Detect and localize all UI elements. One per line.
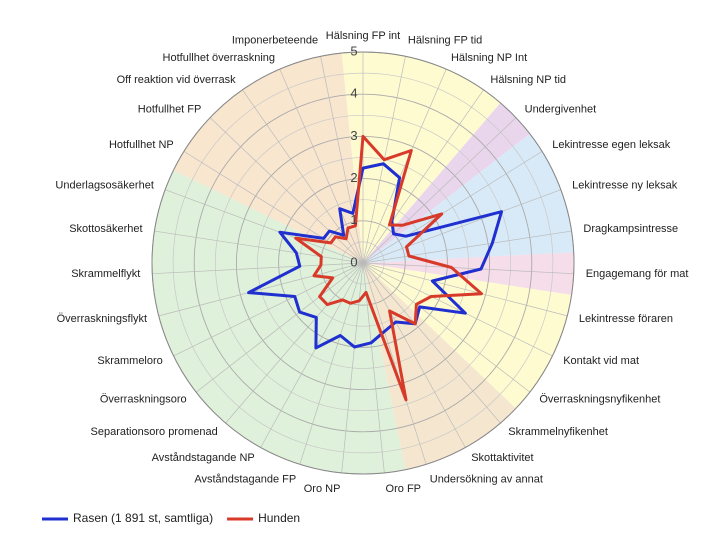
outer-ring <box>151 51 575 475</box>
category-label: Skrammelflykt <box>71 268 140 280</box>
category-label: Överraskningsflykt <box>57 313 147 325</box>
series <box>247 134 503 402</box>
spoke <box>299 262 364 465</box>
category-label: Dragkampsintresse <box>583 223 678 235</box>
spoke <box>362 262 568 317</box>
category-label: Hälsning NP tid <box>490 74 566 86</box>
category-label: Hotfullhet FP <box>138 103 202 115</box>
category-label: Lekintresse egen leksak <box>552 139 671 151</box>
spoke <box>362 262 574 275</box>
sector <box>173 53 363 263</box>
spoke <box>362 230 572 264</box>
category-label: Oro NP <box>304 483 341 495</box>
category-label: Undergivenhet <box>525 103 597 115</box>
sector <box>152 170 406 474</box>
category-label: Kontakt vid mat <box>563 355 639 367</box>
spoke <box>362 262 531 393</box>
sector <box>341 52 501 264</box>
spoke <box>225 262 364 424</box>
spoke <box>362 262 501 424</box>
spoke <box>362 117 517 264</box>
sector <box>363 133 574 263</box>
category-label: Off reaktion vid överrask <box>117 74 237 86</box>
spoke <box>341 262 364 473</box>
category-label: Skrammelnyfikenhet <box>508 426 608 438</box>
spoke <box>260 262 364 448</box>
y-tick-label: 2 <box>350 170 357 185</box>
category-label: Skottosäkerhet <box>69 223 142 235</box>
legend-label: Hunden <box>258 511 300 525</box>
legend-label: Rasen (1 891 st, samtliga) <box>73 511 213 525</box>
category-label: Avståndstagande FP <box>194 474 296 486</box>
y-tick-label: 0 <box>350 254 357 269</box>
category-label: Skrammeloro <box>97 355 162 367</box>
sector <box>363 252 574 295</box>
category-label: Avståndstagande NP <box>152 452 255 464</box>
spoke <box>154 230 364 264</box>
category-label: Hälsning FP int <box>326 30 400 42</box>
spoke <box>152 262 364 275</box>
category-label: Lekintresse ny leksak <box>572 179 678 191</box>
spoke <box>209 117 364 264</box>
spoke <box>183 151 364 264</box>
spoke <box>362 89 484 264</box>
y-tick-label: 5 <box>350 43 357 58</box>
spoke <box>362 262 466 448</box>
y-tick-label: 1 <box>350 212 357 227</box>
sector <box>363 263 516 470</box>
category-label: Separationsoro promenad <box>91 426 218 438</box>
category-label: Hotfullhet överraskning <box>163 52 276 64</box>
category-label: Lekintresse föraren <box>579 313 673 325</box>
category-label: Hälsning NP Int <box>451 52 527 64</box>
category-label: Hotfullhet NP <box>109 139 174 151</box>
series-line <box>294 134 483 402</box>
y-tick-label: 4 <box>350 86 357 101</box>
category-label: Underlagsosäkerhet <box>55 179 153 191</box>
spoke <box>165 189 364 264</box>
legend: Rasen (1 891 st, samtliga) Hunden <box>42 511 300 525</box>
spoke <box>362 262 427 465</box>
grid <box>151 51 575 475</box>
category-label: Skottaktivitet <box>471 452 533 464</box>
spoke <box>362 68 447 264</box>
spoke <box>362 262 553 357</box>
spoke <box>195 262 364 393</box>
spoke <box>362 189 561 264</box>
spoke <box>320 56 364 264</box>
y-tick-label: 3 <box>350 128 357 143</box>
category-label: Engagemang för mat <box>586 268 689 280</box>
spoke <box>362 151 543 264</box>
category-label: Överraskningsnyfikenhet <box>539 393 660 405</box>
category-label: Undersökning av annat <box>430 474 543 486</box>
category-label: Hälsning FP tid <box>408 34 482 46</box>
category-label: Överraskningsoro <box>100 393 187 405</box>
spoke <box>279 68 364 264</box>
spoke <box>158 262 364 317</box>
category-label: Imponerbeteende <box>232 34 318 46</box>
category-label: Oro FP <box>386 483 421 495</box>
